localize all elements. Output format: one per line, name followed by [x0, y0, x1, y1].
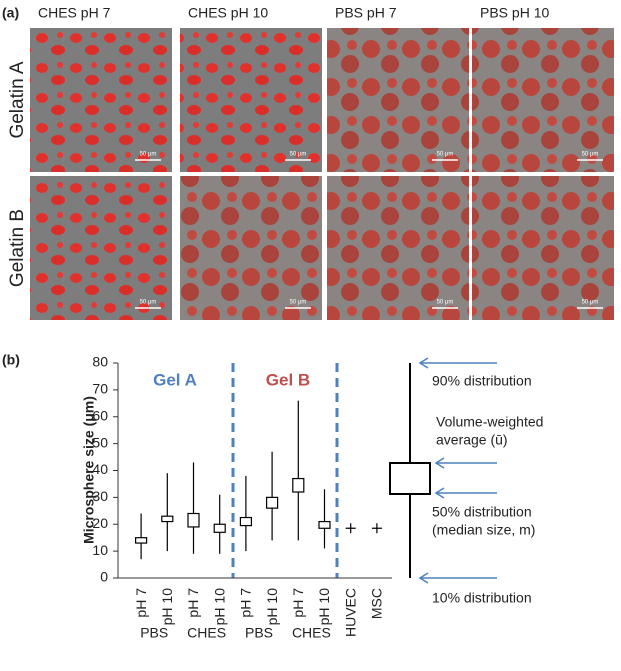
y-axis-label: Microsphere size (μm): [81, 396, 97, 544]
scale-bar-label: 50 μm: [290, 152, 307, 158]
scale-bar-label: 50 μm: [140, 152, 157, 158]
annotation: Gel A: [153, 370, 197, 389]
annotation: Gel B: [266, 370, 310, 389]
x-tick-label: pH 7: [290, 588, 306, 618]
box: [318, 520, 331, 529]
micrograph: [180, 28, 322, 172]
x-tick-label: pH 10: [264, 588, 280, 626]
micrograph: [472, 176, 614, 320]
panel-label: (a): [2, 5, 19, 21]
scale-bar-label: 50 μm: [582, 152, 599, 158]
x-tick-label: pH 10: [159, 588, 175, 626]
y-tick-label: 10: [92, 542, 108, 558]
row-label: Gelatin A: [7, 61, 28, 138]
box: [213, 523, 226, 533]
micrograph: [327, 28, 469, 172]
y-tick-label: 20: [92, 515, 108, 531]
group-label: PBS: [245, 625, 273, 641]
column-header: PBS pH 7: [335, 5, 397, 21]
panel-label: (b): [2, 352, 20, 368]
y-tick-label: 70: [92, 381, 108, 397]
micrograph: [30, 28, 172, 172]
y-tick-label: 60: [92, 407, 108, 423]
group-label: CHES: [292, 625, 331, 641]
box: [292, 477, 305, 493]
micrograph: [180, 176, 322, 320]
key-text: 90% distribution: [432, 373, 532, 389]
scale-bar-label: 50 μm: [290, 300, 307, 306]
key-arrow: [418, 357, 497, 369]
x-tick-label: pH 10: [316, 588, 332, 626]
x-tick-label: pH 10: [211, 588, 227, 626]
key-text: (median size, m): [432, 522, 535, 538]
key-arrow: [434, 487, 497, 499]
key-box: [389, 462, 431, 495]
key-text: Volume-weighted: [436, 414, 543, 430]
box: [187, 512, 200, 528]
key-arrow: [418, 572, 497, 584]
box: [135, 537, 148, 544]
y-tick-label: 30: [92, 488, 108, 504]
key-diagram: 90% distribution Volume-weighted average…: [389, 357, 543, 606]
group-label: CHES: [187, 625, 226, 641]
x-tick-label: pH 7: [238, 588, 254, 618]
box: [239, 516, 252, 527]
x-tick-label: pH 7: [185, 588, 201, 618]
group-label: PBS: [140, 625, 168, 641]
x-tick-label: MSC: [369, 588, 385, 619]
y-tick-label: 50: [92, 434, 108, 450]
column-header: CHES pH 7: [38, 5, 111, 21]
micrograph: [327, 176, 469, 320]
key-text: average (ū): [436, 432, 508, 448]
x-tick-label: HUVEC: [342, 588, 358, 637]
y-tick-label: 0: [100, 569, 108, 585]
scale-bar-label: 50 μm: [582, 300, 599, 306]
scale-bar-label: 50 μm: [437, 152, 454, 158]
x-tick-label: pH 7: [133, 588, 149, 618]
row-label: Gelatin B: [7, 209, 28, 287]
micrograph: [30, 176, 172, 320]
key-text: 10% distribution: [432, 590, 532, 606]
column-header: CHES pH 10: [188, 5, 268, 21]
column-header: PBS pH 10: [480, 5, 549, 21]
key-arrow: [434, 457, 497, 469]
y-tick-label: 40: [92, 461, 108, 477]
box: [266, 496, 279, 509]
y-tick-label: 80: [92, 354, 108, 370]
key-text: 50% distribution: [432, 504, 532, 520]
micrograph: [472, 28, 614, 172]
scale-bar-label: 50 μm: [140, 300, 157, 306]
cross-marker: [371, 523, 382, 534]
scale-bar-label: 50 μm: [437, 300, 454, 306]
box: [161, 515, 174, 523]
cross-marker: [345, 523, 356, 534]
